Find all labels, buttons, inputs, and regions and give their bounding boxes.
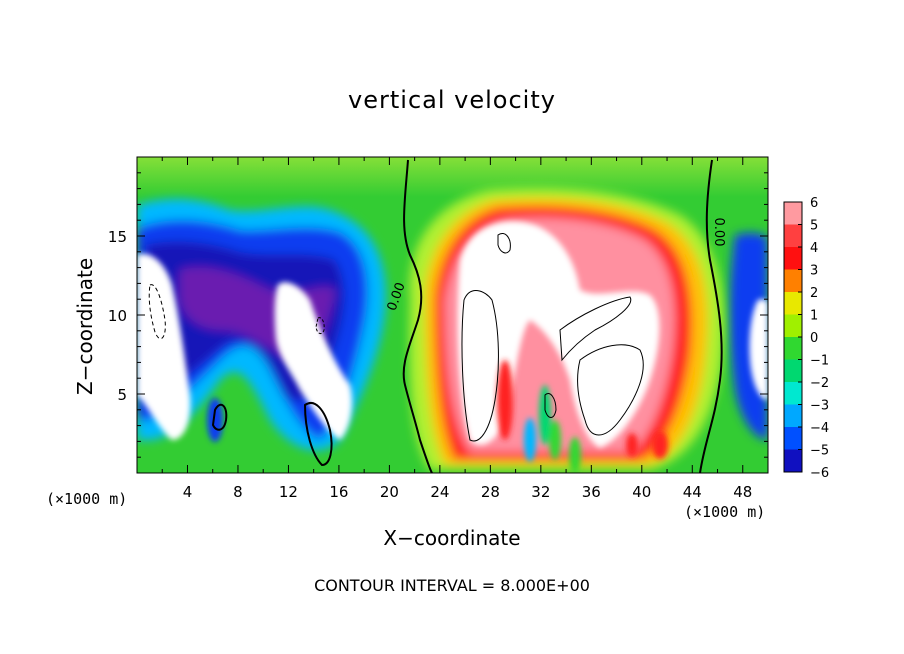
contour-label-1: 0.00 — [711, 218, 726, 247]
x-tick-label-8: 36 — [582, 483, 601, 501]
colorbar-label-3: 3 — [810, 264, 818, 279]
y-tick-label-1: 10 — [108, 307, 127, 325]
colorbar-swatch-3 — [784, 269, 802, 293]
colorbar-label-10: −4 — [810, 421, 829, 436]
y-tick-label-0: 5 — [117, 386, 127, 404]
x-tick-label-11: 48 — [733, 483, 752, 501]
colorbar-swatch-4 — [784, 292, 802, 315]
contour-interval-note: CONTOUR INTERVAL = 8.000E+00 — [314, 576, 590, 595]
colorbar-swatch-6 — [784, 337, 802, 360]
x-tick-label-7: 32 — [531, 483, 550, 501]
x-tick-label-10: 44 — [683, 483, 702, 501]
colorbar-label-1: 5 — [810, 219, 818, 234]
y-axis-label: Z−coordinate — [73, 257, 97, 395]
x-unit-label-right: (×1000 m) — [684, 503, 766, 521]
x-tick-label-3: 16 — [329, 483, 348, 501]
colorbar-swatch-10 — [784, 427, 802, 450]
x-tick-label-9: 40 — [632, 483, 651, 501]
x-tick-label-0: 4 — [183, 483, 193, 501]
x-tick-label-5: 24 — [430, 483, 449, 501]
x-tick-label-6: 28 — [481, 483, 500, 501]
colorbar-label-4: 2 — [810, 286, 818, 301]
colorbar-swatch-5 — [784, 314, 802, 338]
field-layer — [137, 157, 768, 473]
colorbar-label-0: 6 — [810, 196, 818, 211]
colorbar-swatch-1 — [784, 224, 802, 248]
colorbar-label-8: −2 — [810, 376, 829, 391]
colorbar-label-9: −3 — [810, 399, 829, 414]
colorbar-swatch-9 — [784, 404, 802, 428]
colorbar-label-2: 4 — [810, 241, 818, 256]
colorbar-swatch-11 — [784, 449, 802, 473]
colorbar-label-6: 0 — [810, 331, 818, 346]
colorbar-label-5: 1 — [810, 309, 818, 324]
colorbar-swatch-7 — [784, 359, 802, 383]
colorbar-label-11: −5 — [810, 444, 829, 459]
contour-lines — [148, 159, 723, 473]
x-axis-label: X−coordinate — [383, 526, 521, 550]
colorbar-swatch-8 — [784, 382, 802, 405]
colorbar-swatch-2 — [784, 247, 802, 270]
x-tick-label-1: 8 — [233, 483, 243, 501]
colorbar-swatch-0 — [784, 202, 802, 225]
chart-title: vertical velocity — [348, 86, 556, 114]
field-top-fade — [137, 157, 768, 197]
x-tick-label-2: 12 — [279, 483, 298, 501]
colorbar-label-12: −6 — [810, 466, 829, 481]
colorbar-label-7: −1 — [810, 354, 829, 369]
colorbar: 6 5 4 3 2 1 0 −1 −2 −3 −4 −5 −6 — [783, 196, 829, 481]
bottom-cells — [207, 360, 668, 473]
x-tick-label-4: 20 — [380, 483, 399, 501]
x-unit-label-left: (×1000 m) — [46, 490, 128, 508]
y-tick-label-2: 15 — [108, 228, 127, 246]
